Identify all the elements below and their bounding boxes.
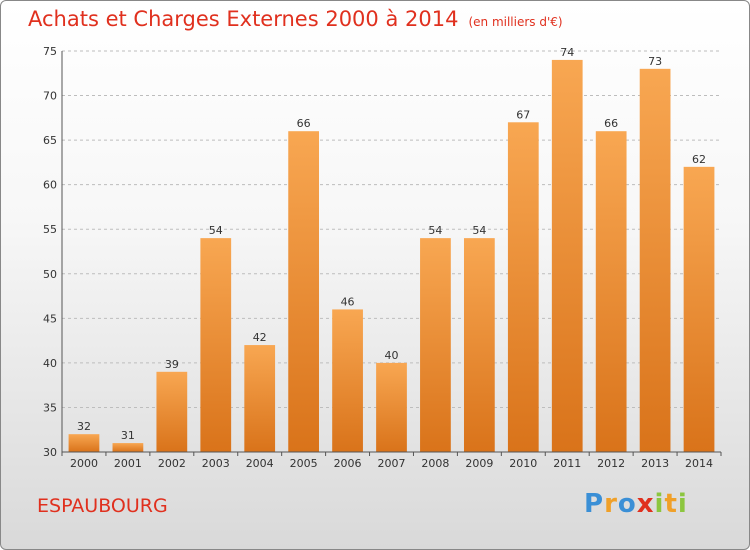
axes xyxy=(61,51,722,456)
bar-value-label: 66 xyxy=(604,117,618,130)
bar-value-label: 40 xyxy=(385,349,399,362)
bar-value-label: 54 xyxy=(428,224,442,237)
bar-value-label: 42 xyxy=(253,331,267,344)
x-tick-label: 2013 xyxy=(641,457,669,470)
bar xyxy=(332,309,363,452)
bar xyxy=(244,345,276,452)
bar xyxy=(112,443,144,452)
x-tick-label: 2011 xyxy=(553,457,581,470)
bar-value-label: 73 xyxy=(648,55,662,68)
location-label: ESPAUBOURG xyxy=(37,495,168,517)
logo-letter: P xyxy=(584,489,605,519)
logo-letter: x xyxy=(636,489,655,519)
bar-value-label: 62 xyxy=(692,153,706,166)
proxiti-logo: Proxiti xyxy=(584,489,688,519)
y-tick-label: 40 xyxy=(43,357,57,370)
bars xyxy=(68,59,715,453)
chart-title: Achats et Charges Externes 2000 à 2014 xyxy=(28,7,459,31)
bar xyxy=(507,122,539,453)
bar xyxy=(288,131,320,452)
y-tick-label: 50 xyxy=(43,268,57,281)
logo-letter: r xyxy=(604,489,618,519)
x-tick-label: 2001 xyxy=(114,457,142,470)
y-tick-label: 60 xyxy=(43,179,57,192)
bar-value-label: 54 xyxy=(472,224,486,237)
x-tick-label: 2003 xyxy=(202,457,230,470)
bar xyxy=(376,362,407,452)
logo-letter: t xyxy=(664,489,678,519)
bar-value-label: 31 xyxy=(121,429,135,442)
bar xyxy=(420,238,451,452)
bar xyxy=(551,59,583,453)
y-tick-label: 65 xyxy=(43,134,57,147)
x-tick-label: 2002 xyxy=(158,457,186,470)
bar-value-label: 66 xyxy=(297,117,311,130)
bar xyxy=(683,166,715,452)
logo-letter: o xyxy=(617,489,637,519)
y-tick-label: 30 xyxy=(43,446,57,459)
bar xyxy=(595,131,627,452)
logo-letter: i xyxy=(654,489,665,519)
x-tick-label: 2012 xyxy=(597,457,625,470)
y-tick-label: 70 xyxy=(43,90,57,103)
x-tick-label: 2004 xyxy=(246,457,274,470)
title-line: Achats et Charges Externes 2000 à 2014 (e… xyxy=(28,7,563,31)
x-tick-label: 2014 xyxy=(685,457,713,470)
y-tick-labels: 30 35 40 45 50 55 60 65 70 75 xyxy=(43,45,57,459)
bar-value-labels: 32 31 39 54 42 66 46 40 54 54 67 74 66 73 62 xyxy=(77,46,706,442)
x-tick-label: 2006 xyxy=(334,457,362,470)
y-tick-label: 55 xyxy=(43,223,57,236)
bar xyxy=(156,371,188,452)
bar-value-label: 54 xyxy=(209,224,223,237)
x-tick-label: 2005 xyxy=(290,457,318,470)
x-tick-label: 2009 xyxy=(465,457,493,470)
bar-value-label: 32 xyxy=(77,420,91,433)
bar xyxy=(68,434,100,452)
bar xyxy=(200,238,232,452)
y-tick-label: 45 xyxy=(43,312,57,325)
x-tick-label: 2007 xyxy=(378,457,406,470)
bar-value-label: 39 xyxy=(165,358,179,371)
x-tick-label: 2010 xyxy=(509,457,537,470)
y-tick-label: 75 xyxy=(43,45,57,58)
x-tick-label: 2000 xyxy=(70,457,98,470)
logo-letter: i xyxy=(677,489,688,519)
x-tick-labels: 2000 2001 2002 2003 2004 2005 2006 2007 2008 2009… xyxy=(70,457,713,470)
bar xyxy=(639,68,671,453)
x-tick-label: 2008 xyxy=(421,457,449,470)
chart-subtitle: (en milliers d'€) xyxy=(468,15,563,29)
bar-value-label: 67 xyxy=(516,108,530,121)
bar-value-label: 74 xyxy=(560,46,574,59)
bar-value-label: 46 xyxy=(341,295,355,308)
y-tick-label: 35 xyxy=(43,401,57,414)
bar xyxy=(463,238,495,452)
